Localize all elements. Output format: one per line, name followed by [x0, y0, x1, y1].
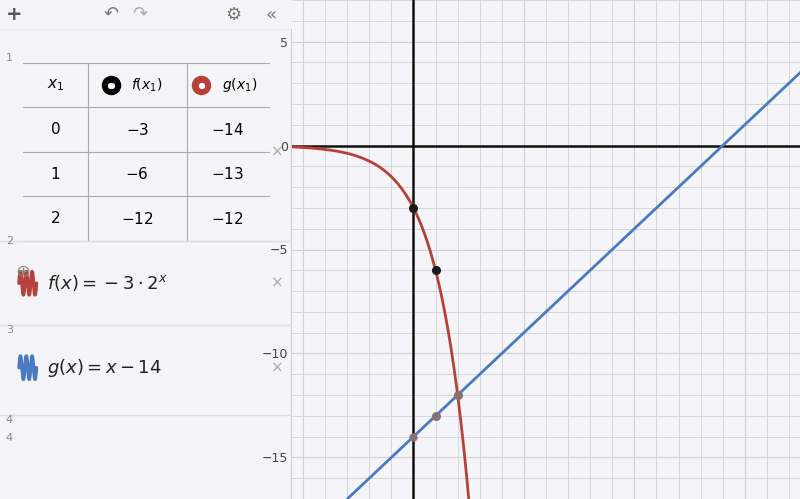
Text: $-$12: $-$12 [121, 211, 154, 227]
Text: ×: × [270, 360, 283, 375]
Text: ⊕: ⊕ [16, 262, 31, 280]
Text: $-$12: $-$12 [211, 211, 244, 227]
Text: 2: 2 [6, 237, 13, 247]
Text: $g(x) = x - 14$: $g(x) = x - 14$ [46, 357, 162, 379]
Text: 1: 1 [50, 167, 60, 182]
Text: ↶: ↶ [103, 4, 118, 22]
Text: ⚙: ⚙ [226, 6, 242, 24]
Text: 4: 4 [6, 433, 13, 443]
Text: $-$3: $-$3 [126, 122, 149, 138]
Text: 4: 4 [6, 415, 13, 425]
Text: $f(x_1)$: $f(x_1)$ [131, 76, 162, 94]
Text: $-$6: $-$6 [126, 166, 149, 182]
Text: +: + [6, 5, 23, 24]
Text: ↷: ↷ [133, 4, 148, 22]
Text: $x_1$: $x_1$ [47, 77, 64, 93]
Text: ×: × [270, 276, 283, 291]
Text: 0: 0 [50, 122, 60, 137]
Text: 2: 2 [50, 211, 60, 226]
Text: 1: 1 [6, 53, 13, 63]
Text: $g(x_1)$: $g(x_1)$ [222, 76, 257, 94]
Text: ×: × [270, 144, 283, 159]
Text: $-$13: $-$13 [211, 166, 244, 182]
Text: «: « [266, 6, 277, 24]
Text: $f(x) = -3 \cdot 2^x$: $f(x) = -3 \cdot 2^x$ [46, 273, 167, 293]
Text: 3: 3 [6, 325, 13, 335]
Text: $-$14: $-$14 [211, 122, 244, 138]
